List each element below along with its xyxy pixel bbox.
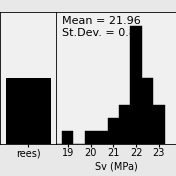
X-axis label: Sv (MPa): Sv (MPa): [95, 161, 137, 171]
Text: Mean = 21.96
St.Dev. = 0.87: Mean = 21.96 St.Dev. = 0.87: [62, 16, 143, 38]
Bar: [6, 78, 51, 144]
Bar: [142, 78, 153, 144]
Bar: [85, 131, 96, 144]
Bar: [62, 131, 73, 144]
Bar: [119, 105, 130, 144]
Bar: [153, 105, 165, 144]
Bar: [108, 118, 119, 144]
Bar: [130, 26, 142, 144]
Bar: [96, 131, 108, 144]
